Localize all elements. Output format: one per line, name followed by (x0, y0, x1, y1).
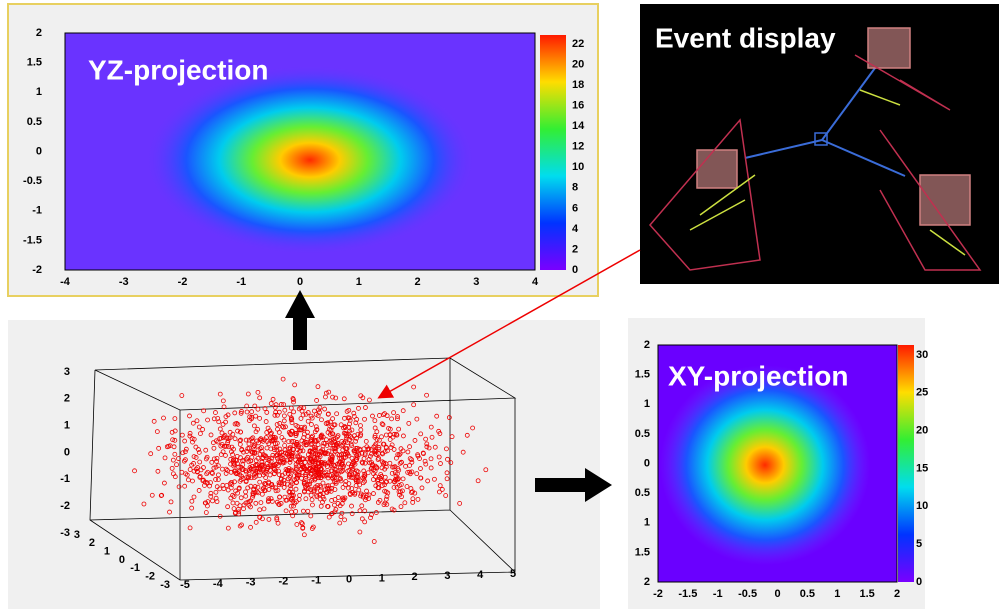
x-tick-label: 1 (379, 572, 385, 584)
figure: YZ-projection Event display XY-projectio… (0, 0, 999, 609)
x-tick-label: -4 (213, 578, 224, 590)
x-tick-label: -1 (311, 575, 321, 587)
x-tick-label: 0.5 (800, 588, 815, 600)
colorbar-label: 12 (572, 141, 584, 153)
x-tick-label: 2 (894, 588, 900, 600)
y-tick-label: 2 (64, 393, 70, 405)
x-tick-label: -0.5 (738, 588, 757, 600)
x-tick-label: -3 (246, 577, 256, 589)
y-tick-label: 2 (36, 27, 42, 39)
colorbar-label: 5 (916, 538, 922, 550)
colorbar-label: 18 (572, 79, 584, 91)
x-tick-label: 1 (356, 276, 362, 288)
y-tick-label: -1.5 (23, 234, 42, 246)
x-tick-label: 0 (774, 588, 780, 600)
colorbar-label: 10 (572, 161, 584, 173)
colorbar-label: 4 (572, 223, 579, 235)
x-tick-label: 0 (346, 573, 352, 585)
colorbar-label: 22 (572, 38, 584, 50)
y-tick-label: 1 (64, 420, 70, 432)
z-tick-label: 2 (89, 537, 95, 549)
x-tick-label: 0 (297, 276, 303, 288)
x-tick-label: -2 (653, 588, 663, 600)
x-tick-label: 4 (477, 569, 484, 581)
z-tick-label: 0 (119, 554, 125, 566)
y-tick-label: 3 (64, 366, 70, 378)
colorbar-label: 10 (916, 500, 928, 512)
y-tick-label: 0.5 (27, 116, 42, 128)
y-tick-label: -2 (32, 264, 42, 276)
y-tick-label: 2 (644, 339, 650, 351)
colorbar-label: 6 (572, 202, 578, 214)
x-tick-label: 1.5 (859, 588, 874, 600)
y-tick-label: -1 (60, 473, 70, 485)
y-tick-label: -2 (60, 500, 70, 512)
yz-label: YZ-projection (88, 54, 268, 85)
z-tick-label: -3 (160, 579, 170, 591)
colorbar-label: 30 (916, 349, 928, 361)
x-tick-label: -2 (178, 276, 188, 288)
x-tick-label: 5 (510, 568, 516, 580)
z-tick-label: 1 (104, 546, 110, 558)
x-tick-label: 1 (834, 588, 840, 600)
event-label: Event display (655, 22, 836, 53)
x-tick-label: -4 (60, 276, 71, 288)
y-tick-label: -0.5 (23, 175, 42, 187)
z-tick-label: -1 (130, 562, 140, 574)
x-tick-label: -1 (713, 588, 723, 600)
colorbar-label: 0 (916, 576, 922, 588)
y-tick-label: -1 (32, 205, 42, 217)
y-tick-label: 1 (644, 398, 650, 410)
colorbar-label: 0 (572, 264, 578, 276)
x-tick-label: -1.5 (678, 588, 697, 600)
y-tick-label: 0 (644, 457, 650, 469)
colorbar-label: 14 (572, 120, 585, 132)
x-tick-label: -5 (180, 579, 190, 591)
x-tick-label: 2 (414, 276, 420, 288)
y-tick-label: -3 (60, 527, 70, 539)
xy-colorbar (898, 345, 914, 582)
y-tick-label: 1.5 (27, 57, 42, 69)
y-tick-label: 2 (644, 576, 650, 588)
yz-heat (145, 65, 475, 255)
y-tick-label: 0.5 (635, 487, 650, 499)
z-tick-label: 3 (74, 529, 80, 541)
y-tick-label: 0.5 (635, 428, 650, 440)
x-tick-label: -2 (279, 576, 289, 588)
xy-label: XY-projection (668, 360, 848, 391)
yz-colorbar (540, 35, 566, 270)
x-tick-label: -1 (236, 276, 246, 288)
colorbar-label: 20 (572, 58, 584, 70)
y-tick-label: 1 (36, 86, 42, 98)
y-tick-label: 1.5 (635, 369, 650, 381)
x-tick-label: 3 (473, 276, 479, 288)
y-tick-label: 1.5 (635, 546, 650, 558)
z-tick-label: -2 (145, 571, 155, 583)
y-tick-label: 1 (644, 517, 650, 529)
colorbar-label: 16 (572, 100, 584, 112)
x-tick-label: 2 (412, 571, 418, 583)
xy-heat (660, 365, 870, 565)
colorbar-label: 15 (916, 462, 928, 474)
y-tick-label: 0 (36, 145, 42, 157)
x-tick-label: 3 (444, 570, 450, 582)
x-tick-label: 4 (532, 276, 539, 288)
colorbar-label: 8 (572, 182, 578, 194)
y-tick-label: 0 (64, 446, 70, 458)
colorbar-label: 2 (572, 243, 578, 255)
x-tick-label: -3 (119, 276, 129, 288)
colorbar-label: 20 (916, 425, 928, 437)
colorbar-label: 25 (916, 387, 928, 399)
